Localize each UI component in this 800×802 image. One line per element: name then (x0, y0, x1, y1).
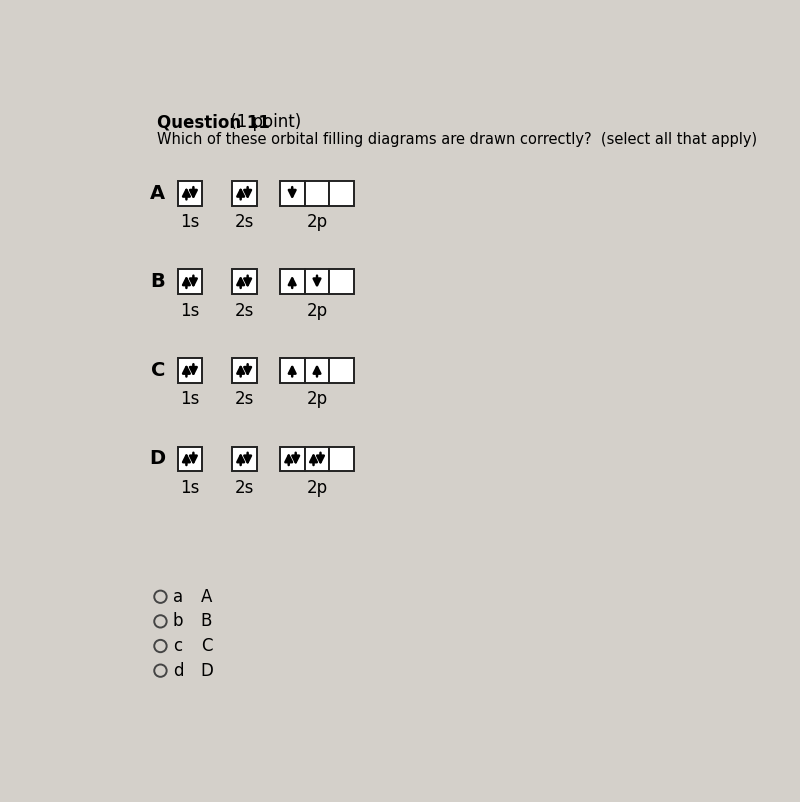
Text: C: C (201, 637, 212, 655)
Text: 2p: 2p (306, 213, 327, 231)
Bar (330, 269, 354, 294)
Bar (330, 181, 354, 205)
Bar (330, 358, 354, 383)
Text: (1 point): (1 point) (225, 113, 301, 132)
Bar (305, 181, 330, 205)
Text: c: c (173, 637, 182, 655)
Text: b: b (173, 613, 183, 630)
Bar (178, 358, 202, 383)
Bar (330, 447, 354, 472)
Bar (280, 269, 305, 294)
Bar (305, 447, 330, 472)
Text: 1s: 1s (180, 479, 199, 497)
Text: Question 11: Question 11 (157, 113, 270, 132)
Text: A: A (150, 184, 165, 203)
Text: 2p: 2p (306, 479, 327, 497)
Text: 1s: 1s (180, 302, 199, 320)
Text: Which of these orbital filling diagrams are drawn correctly?  (select all that a: Which of these orbital filling diagrams … (157, 132, 757, 148)
Bar (178, 447, 202, 472)
Bar (305, 269, 330, 294)
Text: A: A (201, 588, 212, 606)
Text: 1s: 1s (180, 391, 199, 408)
Bar (280, 358, 305, 383)
Bar (232, 269, 257, 294)
Text: D: D (201, 662, 214, 679)
Bar (280, 181, 305, 205)
Text: 2s: 2s (234, 213, 254, 231)
Text: 1s: 1s (180, 213, 199, 231)
Text: D: D (149, 449, 165, 468)
Text: 2s: 2s (234, 479, 254, 497)
Bar (178, 269, 202, 294)
Text: 2p: 2p (306, 302, 327, 320)
Bar (305, 358, 330, 383)
Text: d: d (173, 662, 183, 679)
Text: C: C (150, 361, 165, 380)
Text: 2s: 2s (234, 391, 254, 408)
Bar (232, 447, 257, 472)
Text: B: B (150, 273, 165, 291)
Bar (178, 181, 202, 205)
Bar (280, 447, 305, 472)
Text: B: B (201, 613, 212, 630)
Text: a: a (173, 588, 183, 606)
Text: 2s: 2s (234, 302, 254, 320)
Text: 2p: 2p (306, 391, 327, 408)
Bar (232, 358, 257, 383)
Bar (232, 181, 257, 205)
